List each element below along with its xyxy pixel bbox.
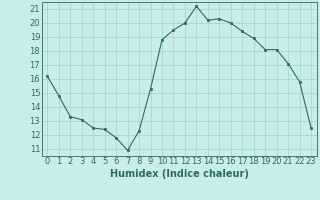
X-axis label: Humidex (Indice chaleur): Humidex (Indice chaleur): [110, 169, 249, 179]
